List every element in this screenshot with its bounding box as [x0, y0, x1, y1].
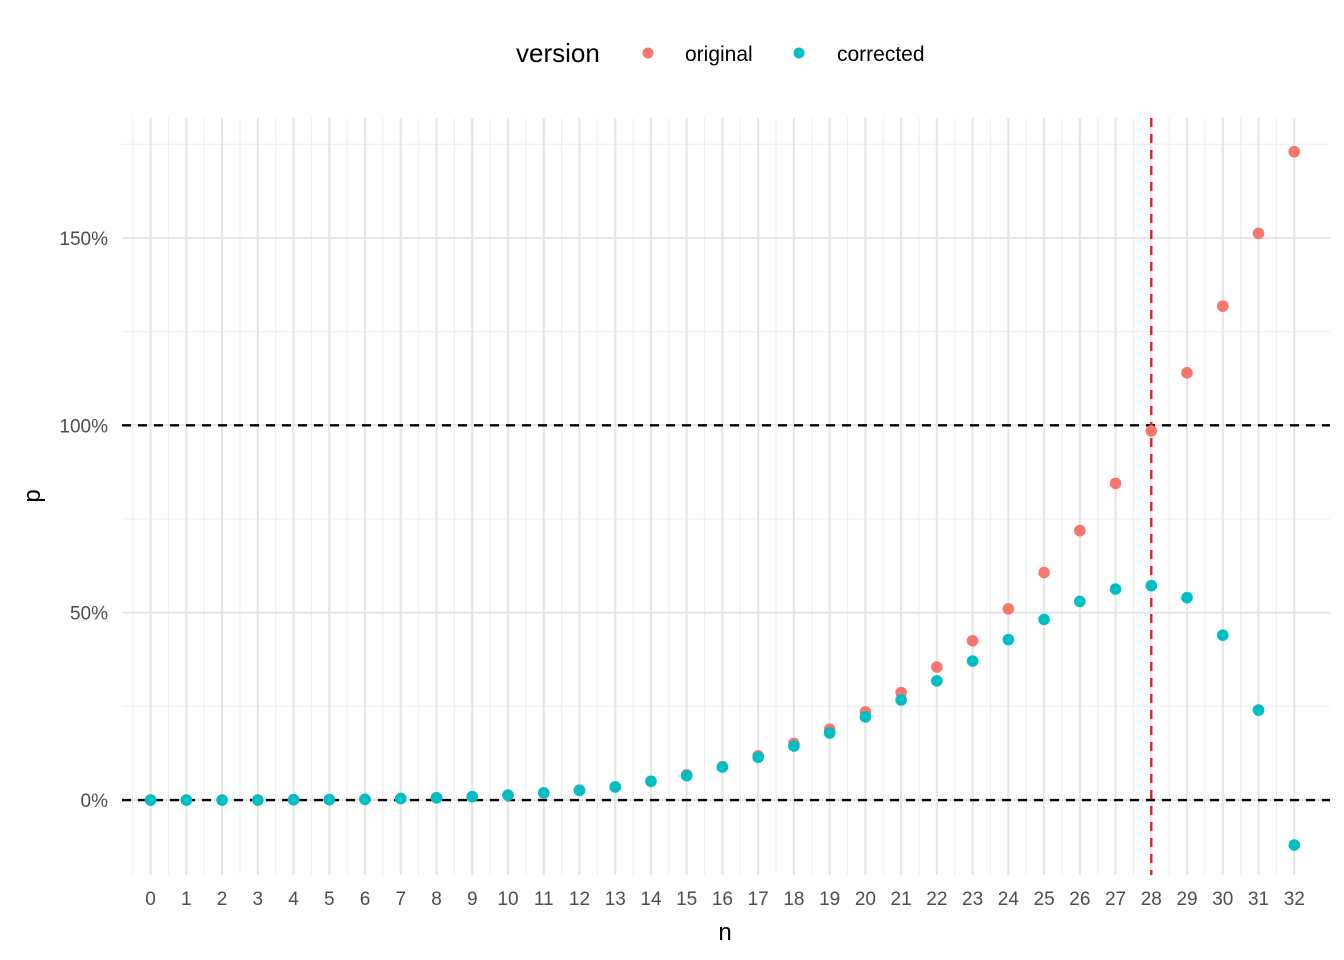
x-tick-label: 28	[1141, 889, 1162, 910]
point-corrected	[966, 655, 979, 667]
point-corrected	[180, 794, 193, 806]
point-corrected	[931, 675, 943, 687]
x-tick-label: 13	[605, 889, 626, 910]
point-corrected	[716, 761, 729, 773]
x-tick-label: 15	[676, 889, 697, 910]
x-tick-label: 7	[395, 889, 406, 910]
y-tick-label: 100%	[59, 416, 108, 437]
point-original	[1145, 425, 1158, 437]
point-corrected	[752, 751, 764, 764]
y-tick-label: 0%	[81, 791, 109, 812]
x-axis-ticks: 0 1 2 3 4 5 6 7 8 9 10 11 12 13 14 15 16 17 18 19 20 21 22 23 24…	[145, 889, 1305, 910]
x-tick-label: 24	[998, 889, 1020, 910]
point-corrected	[573, 784, 586, 797]
point-corrected	[1216, 629, 1229, 641]
x-tick-label: 22	[926, 889, 947, 910]
x-tick-label: 19	[819, 889, 840, 910]
x-tick-label: 8	[431, 889, 442, 910]
x-tick-label: 4	[288, 889, 299, 910]
point-corrected	[1002, 633, 1015, 646]
point-original	[1038, 566, 1050, 579]
point-corrected	[359, 793, 371, 806]
point-original	[1002, 603, 1015, 615]
legend-marker-original	[642, 47, 654, 59]
legend: version original corrected	[516, 38, 925, 68]
x-tick-label: 18	[783, 889, 804, 910]
point-original	[1288, 145, 1301, 158]
x-tick-label: 0	[145, 889, 156, 910]
x-tick-label: 30	[1212, 889, 1233, 910]
point-corrected	[859, 711, 872, 723]
x-tick-label: 29	[1176, 889, 1197, 910]
point-corrected	[1252, 704, 1265, 716]
point-corrected	[537, 787, 550, 799]
point-corrected	[430, 792, 443, 804]
point-corrected	[823, 727, 836, 739]
point-original	[966, 634, 979, 647]
x-tick-label: 12	[569, 889, 590, 910]
x-axis-title: n	[718, 919, 731, 946]
point-corrected	[680, 769, 693, 782]
point-corrected	[1181, 591, 1193, 604]
y-axis-ticks: 0% 50% 100% 150%	[59, 229, 108, 812]
x-tick-label: 10	[497, 889, 518, 910]
x-tick-label: 27	[1105, 889, 1126, 910]
point-corrected	[1109, 583, 1122, 595]
point-corrected	[144, 794, 157, 806]
point-original	[931, 661, 943, 673]
y-tick-label: 150%	[59, 229, 108, 250]
point-corrected	[645, 775, 657, 788]
x-tick-label: 21	[891, 889, 912, 910]
legend-label-original: original	[685, 43, 753, 66]
point-corrected	[1288, 839, 1301, 851]
x-tick-label: 11	[534, 889, 554, 910]
point-corrected	[609, 781, 622, 793]
point-original	[1252, 227, 1265, 240]
x-tick-label: 17	[748, 889, 769, 910]
point-corrected	[252, 794, 264, 806]
reference-lines	[122, 118, 1330, 875]
point-corrected	[394, 792, 407, 805]
point-corrected	[502, 789, 514, 801]
point-corrected	[895, 694, 907, 706]
point-corrected	[1074, 595, 1086, 608]
x-tick-label: 32	[1284, 889, 1305, 910]
legend-marker-corrected	[793, 47, 805, 59]
x-tick-label: 26	[1069, 889, 1090, 910]
point-original	[1216, 300, 1229, 312]
x-tick-label: 5	[324, 889, 335, 910]
x-tick-label: 9	[467, 889, 478, 910]
x-tick-label: 14	[640, 889, 662, 910]
point-original	[1181, 367, 1193, 379]
x-tick-label: 6	[360, 889, 371, 910]
x-tick-label: 20	[855, 889, 876, 910]
x-tick-label: 3	[253, 889, 264, 910]
point-corrected	[287, 793, 300, 806]
x-tick-label: 2	[217, 889, 228, 910]
grid-lines	[122, 118, 1330, 875]
point-original	[1074, 524, 1086, 537]
point-corrected	[323, 793, 336, 806]
point-original	[1109, 477, 1122, 490]
y-tick-label: 50%	[70, 604, 108, 625]
legend-title: version	[516, 38, 600, 68]
x-tick-label: 1	[181, 889, 192, 910]
x-tick-label: 25	[1034, 889, 1055, 910]
point-corrected	[1038, 613, 1050, 626]
point-corrected	[1145, 579, 1158, 592]
data-points	[144, 145, 1301, 851]
legend-label-corrected: corrected	[837, 43, 925, 66]
x-tick-label: 16	[712, 889, 733, 910]
y-axis-title: p	[19, 489, 46, 502]
point-corrected	[466, 790, 479, 803]
point-corrected	[216, 794, 228, 806]
x-tick-label: 23	[962, 889, 983, 910]
x-tick-label: 31	[1248, 889, 1269, 910]
point-corrected	[788, 740, 800, 752]
